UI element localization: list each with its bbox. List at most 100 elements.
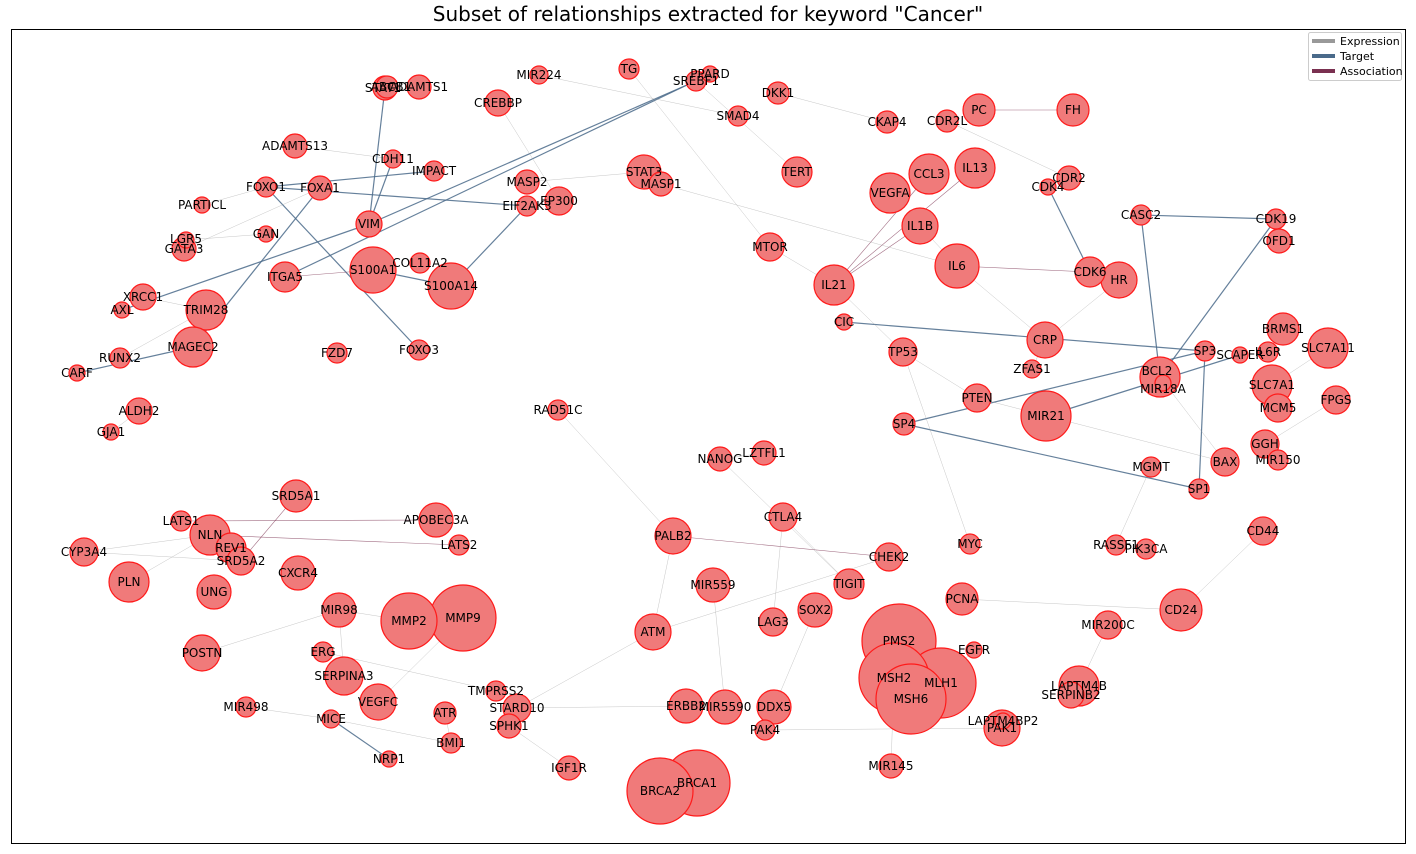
node-label-vegfa: VEGFA — [870, 186, 910, 200]
node-label-serpina3: SERPINA3 — [314, 669, 373, 683]
node-label-mtor: MTOR — [752, 240, 787, 254]
node-label-tert: TERT — [781, 165, 812, 179]
node-foxo1 — [255, 176, 277, 198]
node-circle-ggh — [1250, 429, 1280, 459]
node-circle-xrcc1 — [129, 283, 157, 311]
node-mir200c — [1093, 610, 1123, 640]
node-circle-lztfl1 — [751, 440, 777, 466]
node-s100a14 — [427, 262, 475, 310]
node-fh — [1056, 93, 1090, 127]
node-label-mir5590: MIR5590 — [699, 700, 752, 714]
node-label-cd44: CD44 — [1247, 524, 1280, 538]
node-label-postn: POSTN — [182, 646, 223, 660]
node-circle-brca2 — [626, 757, 694, 825]
node-label-mir21: MIR21 — [1027, 409, 1065, 423]
node-label-lats1: LATS1 — [163, 514, 200, 528]
node-label-igf1r: IGF1R — [551, 761, 587, 775]
node-ctla4 — [768, 502, 798, 532]
node-gan — [257, 225, 275, 243]
node-circle-laptm4bp2 — [994, 712, 1012, 730]
node-col11a2 — [409, 252, 431, 274]
node-label-rev1: REV1 — [215, 541, 247, 555]
node-fpgs — [1321, 385, 1351, 415]
node-label-mlh1: MLH1 — [924, 676, 958, 690]
node-label-pak1: PAK1 — [987, 721, 1017, 735]
edge-expression-mgmt-rassf1 — [1115, 466, 1152, 546]
node-label-lag3: LAG3 — [757, 615, 789, 629]
node-label-stard10: STARD10 — [489, 701, 544, 715]
node-label-pms2: PMS2 — [883, 634, 916, 648]
node-gja1 — [102, 423, 120, 441]
node-tp53 — [888, 337, 918, 367]
node-circle-particl — [193, 196, 211, 214]
node-circle-srd5a1 — [279, 479, 313, 513]
node-circle-gan — [257, 225, 275, 243]
node-sox2 — [797, 592, 833, 628]
node-erbb2 — [668, 688, 704, 724]
node-nanog — [707, 446, 733, 472]
node-label-lztfl1: LZTFL1 — [742, 446, 785, 460]
node-il13 — [954, 147, 996, 189]
node-circle-tg — [618, 58, 640, 80]
node-scaper — [1231, 346, 1249, 364]
node-label-il6: IL6 — [948, 259, 966, 273]
node-label-mir145: MIR145 — [868, 759, 913, 773]
node-circle-ppard — [701, 65, 719, 83]
node-vim — [355, 210, 383, 238]
node-label-rassf1: RASSF1 — [1093, 538, 1139, 552]
node-label-srebf1: SREBF1 — [673, 74, 719, 88]
node-carf — [68, 364, 86, 382]
edge-expression-gata3-foxa1 — [183, 187, 321, 250]
node-apobec3a — [418, 502, 454, 538]
node-circle-fh — [1056, 93, 1090, 127]
node-tert — [781, 156, 813, 188]
node-sp3 — [1194, 340, 1216, 362]
node-circle-chek2 — [874, 542, 904, 572]
node-particl — [193, 196, 211, 214]
edge-target-itga5-ppard — [284, 73, 711, 278]
node-circle-ccl3 — [908, 153, 950, 195]
node-sphk1 — [496, 713, 522, 739]
node-mir224 — [529, 65, 549, 85]
node-label-myc: MYC — [957, 537, 982, 551]
node-mir98 — [321, 592, 357, 628]
node-label-carf: CARF — [61, 366, 93, 380]
node-circle-mtor — [755, 232, 785, 262]
node-circle-igf1r — [556, 755, 582, 781]
node-label-magec2: MAGEC2 — [167, 340, 218, 354]
node-circle-scaper — [1231, 346, 1249, 364]
node-label-ppard: PPARD — [690, 67, 730, 81]
node-label-ctla4: CTLA4 — [764, 510, 803, 524]
node-label-fzd7: FZD7 — [321, 346, 353, 360]
node-circle-aldh2 — [125, 397, 153, 425]
node-dkk1 — [766, 81, 790, 105]
node-label-apobec3a: APOBEC3A — [404, 513, 470, 527]
node-label-ofd1: OFD1 — [1262, 234, 1295, 248]
node-brms1 — [1266, 312, 1300, 346]
node-circle-il1b — [901, 207, 939, 245]
node-label-cdr2l: CDR2L — [927, 114, 968, 128]
node-label-il21: IL21 — [821, 278, 847, 292]
edge-target-casc2-cdk19 — [1140, 214, 1277, 220]
edge-expression-mir498-mice — [245, 706, 332, 720]
edge-expression-mice-bmi1 — [330, 718, 452, 744]
node-label-ckap4: CKAP4 — [867, 115, 906, 129]
node-ppard — [701, 65, 719, 83]
node-tg — [618, 58, 640, 80]
node-lats1 — [170, 510, 192, 532]
node-srd5a1 — [279, 479, 313, 513]
edge-target-vim-srebf1 — [368, 80, 697, 225]
node-label-pc: PC — [971, 103, 987, 117]
node-label-fh: FH — [1065, 103, 1081, 117]
node-label-srd5a1: SRD5A1 — [272, 489, 321, 503]
node-circle-slc7a11 — [1307, 327, 1349, 369]
node-label-cdh11: CDH11 — [372, 152, 414, 166]
node-cyp3a4 — [69, 537, 99, 567]
node-sp4 — [892, 412, 916, 436]
node-circle-nanog — [707, 446, 733, 472]
legend: Expression Target Association — [1308, 32, 1403, 81]
legend-label-expression: Expression — [1340, 35, 1400, 48]
node-cdr2 — [1056, 165, 1082, 191]
node-erg — [312, 641, 334, 663]
node-circle-cyp3a4 — [69, 537, 99, 567]
